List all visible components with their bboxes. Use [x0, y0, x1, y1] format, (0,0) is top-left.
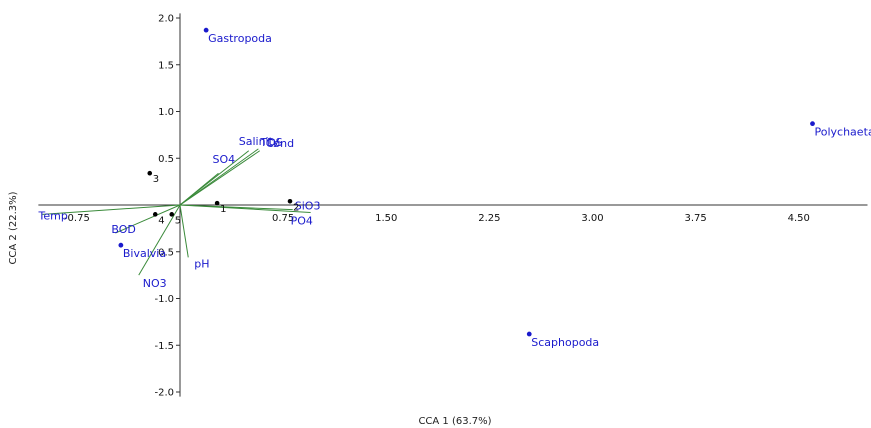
y-tick-label: 1.0 [158, 107, 174, 118]
vector-label-so4: SO4 [213, 153, 236, 166]
y-axis-title: CCA 2 (22.3%) [8, 191, 19, 264]
vector-label-sio3: SiO3 [295, 200, 321, 213]
site-point-4 [152, 212, 158, 217]
vector-label-salinity: Salinity [239, 135, 280, 148]
site-label-1: 1 [220, 204, 226, 215]
x-tick-label: 0.75 [272, 213, 294, 224]
vector-label-ph: pH [194, 257, 209, 270]
species-point-scaphopoda [526, 331, 532, 337]
vector-line-temp [42, 204, 181, 215]
y-tick-label: 2.0 [158, 14, 174, 25]
site-point-1 [214, 200, 220, 206]
y-tick-label: -1.0 [154, 294, 174, 305]
y-tick-label: 0.5 [158, 154, 174, 165]
species-point-gastropoda [203, 27, 209, 33]
vector-line-so4 [179, 172, 219, 206]
site-label-2: 2 [293, 202, 299, 213]
vector-label-tds: TDS [259, 136, 282, 149]
species-point-bivalvia [118, 242, 124, 248]
x-tick-label: 2.25 [478, 213, 500, 224]
y-tick-label: 1.5 [158, 60, 174, 71]
vector-label-temp: Temp [38, 209, 68, 222]
species-label-bivalvia: Bivalvia [123, 247, 166, 260]
vector-label-cond: Cond [266, 137, 294, 150]
x-axis-title: CCA 1 (63.7%) [418, 416, 491, 427]
axes: -0.75 0.75 1.50 2.25 3.00 3.75 4.50 2.0 1.5 1.0 0.… [38, 13, 868, 399]
species-point-polychaeta [810, 121, 815, 127]
site-label-4: 4 [158, 215, 164, 226]
vector-line-ph [179, 204, 189, 258]
site-point-3 [147, 170, 153, 176]
y-tick-label: -2.0 [154, 388, 174, 399]
species-label-polychaeta: Polychaeta [815, 126, 871, 139]
site-label-5: 5 [175, 215, 181, 226]
vector-line-po4 [179, 204, 311, 213]
x-tick-label: 4.50 [788, 213, 810, 224]
vector-label-no3: NO3 [143, 277, 167, 290]
ordination-points: 3 4 5 1 2 Gastropoda Polychaeta Scaphopoda Bival… [118, 27, 871, 349]
y-tick-label: -1.5 [154, 341, 174, 352]
vector-label-bod: BOD [111, 223, 135, 236]
vector-line-cond [179, 150, 261, 206]
x-tick-label: 3.75 [684, 213, 706, 224]
site-point-2 [287, 198, 293, 204]
x-tick-label: 3.00 [581, 213, 603, 224]
vector-label-po4: PO4 [291, 214, 313, 227]
species-label-scaphopoda: Scaphopoda [531, 336, 599, 349]
vector-line-bod [115, 204, 181, 234]
species-label-gastropoda: Gastropoda [208, 32, 272, 45]
site-point-5 [169, 212, 175, 217]
vector-line-no3 [138, 204, 181, 276]
x-tick-label: -0.75 [64, 213, 90, 224]
x-tick-label: 1.50 [375, 213, 397, 224]
y-tick-label: 0.5 [158, 247, 174, 258]
site-label-3: 3 [153, 174, 159, 185]
